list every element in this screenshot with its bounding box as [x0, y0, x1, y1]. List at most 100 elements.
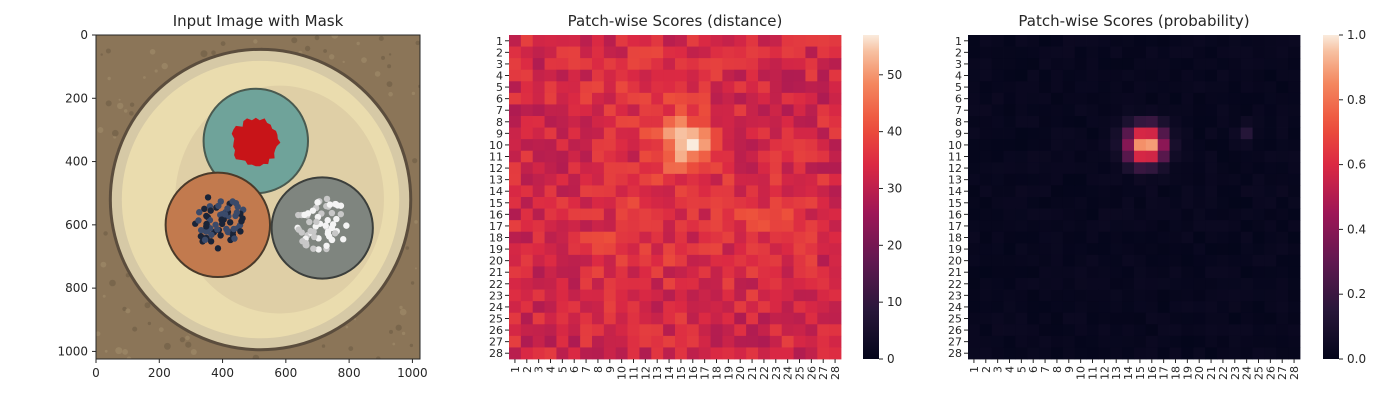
heatmap-cell [1181, 197, 1194, 209]
heatmap-cell [1252, 58, 1265, 71]
heatmap-cell [1240, 139, 1253, 152]
heatmap-cell [1145, 139, 1159, 152]
heatmap-cell [1145, 301, 1159, 314]
heatmap-cell [1205, 289, 1218, 302]
heatmap-cell [758, 150, 771, 163]
y-tick-label: 5 [955, 81, 962, 94]
strand [310, 233, 318, 241]
strand [208, 231, 215, 238]
heatmap-cell [991, 266, 1004, 279]
heatmap-cell [1276, 150, 1289, 163]
heatmap-cell [509, 173, 522, 186]
texture-speck [96, 331, 101, 337]
heatmap-cell [580, 243, 593, 256]
heatmap-cell [1205, 92, 1218, 105]
heatmap-cell [1062, 127, 1076, 140]
heatmap-cell [710, 58, 723, 71]
heatmap-cell [556, 81, 569, 94]
heatmap-cell [746, 35, 759, 47]
heatmap-cell [1039, 301, 1052, 314]
heatmap-cell [1181, 289, 1194, 302]
heatmap-cell [1240, 347, 1253, 360]
heatmap-cell [734, 116, 747, 128]
heatmap-cell [1240, 289, 1253, 302]
heatmap-cell [1193, 324, 1206, 337]
heatmap-cell [544, 231, 557, 244]
heatmap-cell [1145, 92, 1159, 105]
heatmap-cell [1288, 220, 1301, 233]
heatmap-cell [979, 289, 993, 302]
heatmap-cell [1169, 81, 1182, 94]
heatmap-cell [829, 312, 842, 325]
heatmap-cell [793, 81, 806, 94]
heatmap-cell [1205, 162, 1218, 175]
heatmap-cell [580, 220, 593, 233]
heatmap-cell [769, 324, 783, 337]
heatmap-cell [1217, 208, 1230, 221]
heatmap-cell [556, 127, 569, 140]
heatmap-cell [698, 35, 711, 47]
heatmap-cell [1181, 35, 1194, 47]
heatmap-cell [1015, 220, 1028, 233]
heatmap-cell [1276, 162, 1289, 175]
heatmap-cell [979, 197, 993, 209]
heatmap-cell [615, 150, 628, 163]
heatmap-cell [544, 312, 557, 325]
heatmap-cell [1288, 116, 1301, 128]
heatmap-cell [1217, 197, 1230, 209]
heatmap-cell [568, 116, 581, 128]
heatmap-cell [781, 231, 794, 244]
heatmap-cell [968, 335, 981, 348]
heatmap-cell [710, 69, 723, 82]
heatmap-cell [1276, 347, 1289, 360]
heatmap-cell [793, 46, 806, 59]
x-tick-label: 14 [663, 366, 676, 380]
strand [196, 209, 203, 216]
strand [221, 211, 229, 218]
heatmap-cell [1051, 278, 1064, 290]
heatmap-cell [580, 254, 593, 267]
heatmap-title: Patch-wise Scores (probability) [1018, 12, 1249, 30]
heatmap-cell [769, 289, 783, 302]
heatmap-cell [1086, 139, 1099, 152]
texture-speck [211, 50, 216, 55]
heatmap-cell [1110, 208, 1123, 221]
heatmap-cell [1074, 254, 1087, 267]
heatmap-cell [532, 324, 545, 337]
heatmap-cell [817, 278, 830, 290]
heatmap-cell [1086, 347, 1099, 360]
x-tick-label: 28 [1288, 366, 1301, 380]
heatmap-cell [639, 173, 652, 186]
heatmap-cell [639, 185, 652, 198]
heatmap-cell [979, 266, 993, 279]
heatmap-cell [1003, 127, 1016, 140]
heatmap-cell [568, 335, 581, 348]
colorbar-tick-label: 0 [887, 352, 895, 366]
heatmap-cell [592, 289, 605, 302]
heatmap-cell [651, 127, 664, 140]
x-tick-label: 21 [1205, 366, 1218, 380]
heatmap-cell [1276, 278, 1289, 290]
heatmap-cell [1228, 185, 1242, 198]
heatmap-cell [1169, 254, 1182, 267]
heatmap-cell [781, 254, 794, 267]
heatmap-cell [1086, 173, 1099, 186]
heatmap-cell [1074, 185, 1087, 198]
heatmap-cell [1003, 266, 1016, 279]
heatmap-cell [710, 116, 723, 128]
heatmap-cell [651, 312, 664, 325]
heatmap-cell [663, 254, 676, 267]
heatmap-cell [663, 127, 676, 140]
heatmap-cell [1193, 92, 1206, 105]
heatmap-cell [520, 58, 534, 71]
heatmap-cell [1228, 139, 1242, 152]
heatmap-cell [532, 278, 545, 290]
heatmap-cell [520, 150, 534, 163]
heatmap-cell [509, 139, 522, 152]
heatmap-cell [829, 301, 842, 314]
heatmap-cell [1157, 104, 1170, 117]
heatmap-cell [1051, 254, 1064, 267]
heatmap-cell [1157, 127, 1170, 140]
heatmap-cell [1193, 81, 1206, 94]
heatmap-cell [509, 335, 522, 348]
